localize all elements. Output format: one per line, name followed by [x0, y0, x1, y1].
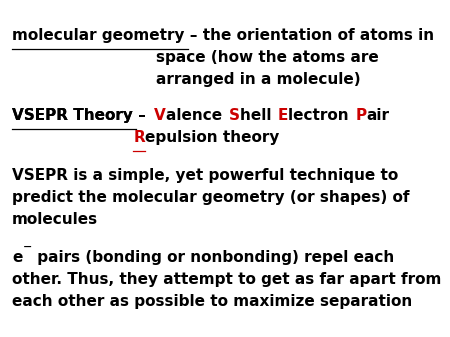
Text: hell: hell [240, 108, 277, 123]
Text: epulsion theory: epulsion theory [145, 130, 279, 145]
Text: S: S [229, 108, 240, 123]
Text: −: − [22, 242, 32, 252]
Text: VSEPR Theory –: VSEPR Theory – [12, 108, 151, 123]
Text: V: V [154, 108, 166, 123]
Text: other. Thus, they attempt to get as far apart from: other. Thus, they attempt to get as far … [12, 272, 441, 287]
Text: space (how the atoms are: space (how the atoms are [156, 50, 379, 65]
Text: pairs (bonding or nonbonding) repel each: pairs (bonding or nonbonding) repel each [32, 250, 395, 265]
Text: predict the molecular geometry (or shapes) of: predict the molecular geometry (or shape… [12, 190, 410, 205]
Text: P: P [356, 108, 367, 123]
Text: molecules: molecules [12, 212, 98, 227]
Text: arranged in a molecule): arranged in a molecule) [156, 71, 361, 87]
Text: E: E [278, 108, 288, 123]
Text: alence: alence [166, 108, 228, 123]
Text: each other as possible to maximize separation: each other as possible to maximize separ… [12, 294, 412, 309]
Text: VSEPR Theory –: VSEPR Theory – [12, 108, 151, 123]
Text: R: R [133, 130, 145, 145]
Text: VSEPR is a simple, yet powerful technique to: VSEPR is a simple, yet powerful techniqu… [12, 168, 398, 184]
Text: lectron: lectron [288, 108, 354, 123]
Text: e: e [12, 250, 22, 265]
Text: molecular geometry – the orientation of atoms in: molecular geometry – the orientation of … [12, 28, 434, 43]
Text: air: air [367, 108, 390, 123]
